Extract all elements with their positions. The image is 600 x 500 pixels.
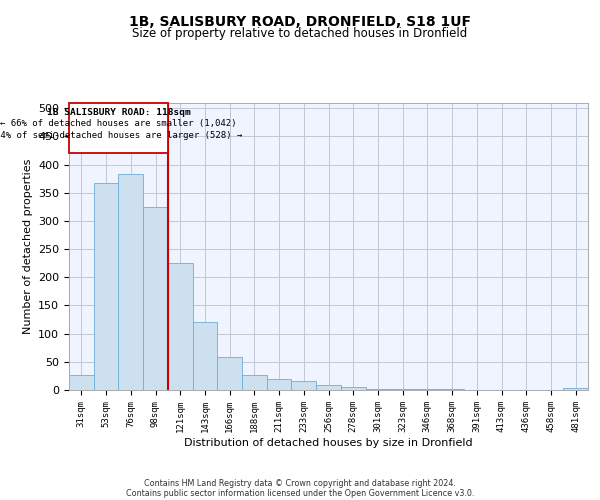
Bar bbox=[390, 389, 415, 390]
Text: 34% of semi-detached houses are larger (528) →: 34% of semi-detached houses are larger (… bbox=[0, 130, 242, 140]
Bar bbox=[292, 381, 316, 390]
Bar bbox=[267, 378, 292, 390]
Text: ← 66% of detached houses are smaller (1,042): ← 66% of detached houses are smaller (1,… bbox=[0, 120, 236, 128]
Bar bbox=[316, 386, 341, 390]
Bar bbox=[217, 358, 242, 390]
Bar bbox=[563, 388, 588, 390]
Text: Contains HM Land Registry data © Crown copyright and database right 2024.: Contains HM Land Registry data © Crown c… bbox=[144, 478, 456, 488]
X-axis label: Distribution of detached houses by size in Dronfield: Distribution of detached houses by size … bbox=[184, 438, 473, 448]
Bar bbox=[143, 207, 168, 390]
Y-axis label: Number of detached properties: Number of detached properties bbox=[23, 158, 32, 334]
Bar bbox=[341, 386, 365, 390]
Bar bbox=[118, 174, 143, 390]
Text: Size of property relative to detached houses in Dronfield: Size of property relative to detached ho… bbox=[133, 28, 467, 40]
Bar bbox=[365, 389, 390, 390]
Bar bbox=[242, 375, 267, 390]
Bar bbox=[94, 182, 118, 390]
Bar bbox=[69, 376, 94, 390]
Bar bbox=[193, 322, 217, 390]
Text: 1B, SALISBURY ROAD, DRONFIELD, S18 1UF: 1B, SALISBURY ROAD, DRONFIELD, S18 1UF bbox=[129, 15, 471, 29]
Text: Contains public sector information licensed under the Open Government Licence v3: Contains public sector information licen… bbox=[126, 488, 474, 498]
FancyBboxPatch shape bbox=[69, 102, 168, 153]
Bar bbox=[168, 263, 193, 390]
Text: 1B SALISBURY ROAD: 118sqm: 1B SALISBURY ROAD: 118sqm bbox=[47, 108, 190, 116]
